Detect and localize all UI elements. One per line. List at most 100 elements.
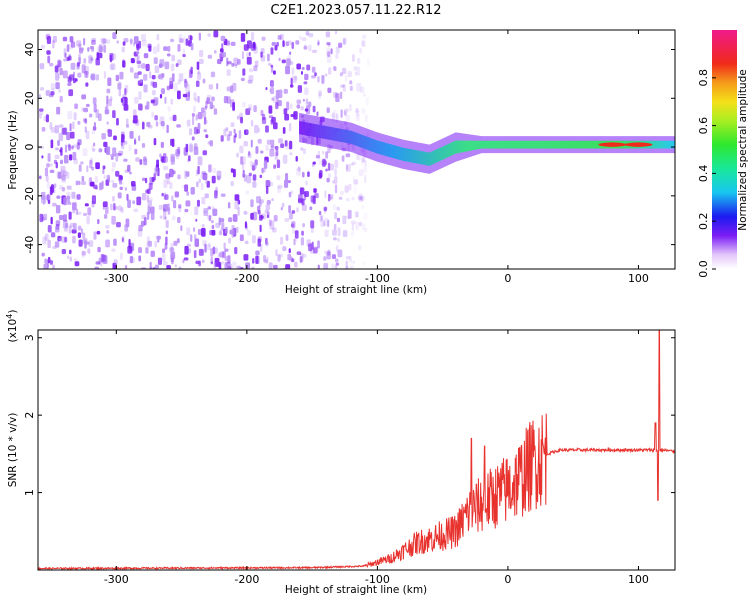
spectrogram-cell [54, 225, 60, 233]
spectrogram-cell [357, 195, 363, 200]
spectrogram-cell [172, 114, 177, 122]
spectrogram-cell [305, 180, 308, 186]
spectrogram-cell [234, 200, 239, 210]
spectrogram-cell [270, 64, 274, 68]
spectrogram-cell [289, 103, 293, 110]
spectrogram-cell [46, 194, 50, 201]
spectrogram-cell [300, 237, 305, 246]
spectrogram-cell [76, 194, 81, 200]
spectrogram-cell [327, 249, 331, 256]
spectrogram-cell [60, 169, 64, 179]
spectrogram-cell [68, 225, 72, 234]
spectrogram-cell [173, 199, 177, 209]
spectrogram-cell [64, 144, 68, 153]
spectrogram-cell [264, 259, 269, 264]
spectrogram-cell [257, 236, 262, 243]
spectrogram-cell [47, 199, 51, 204]
spectrogram-cell [355, 221, 359, 231]
spectrogram-cell [344, 112, 348, 117]
spectrogram-cell [325, 151, 329, 159]
spectrogram-cell [72, 209, 75, 214]
spectrogram-cell [362, 261, 366, 266]
spectrogram-cell [207, 54, 213, 59]
spectrogram-cell [162, 204, 168, 212]
spectrogram-cell [81, 250, 86, 256]
spectrogram-cell [58, 89, 61, 93]
spectrogram-cell [214, 247, 218, 254]
spectrogram-cell [223, 128, 227, 137]
spectrogram-cell [77, 120, 81, 125]
spectrogram-cell [83, 107, 89, 113]
spectrogram-cell [170, 253, 175, 263]
spectrogram-y-label: Frequency (Hz) [7, 110, 19, 189]
spectrogram-cell [171, 54, 176, 62]
spectrogram-cell [113, 202, 116, 211]
spectrogram-cell [268, 181, 273, 187]
spectrogram-cell [63, 154, 69, 164]
spectrogram-cell [296, 207, 299, 213]
spectrogram-cell [351, 161, 357, 165]
spectrogram-cell [299, 253, 304, 262]
spectrogram-cell [84, 71, 89, 78]
spectrogram-cell [246, 56, 252, 65]
snr-frame [37, 329, 676, 571]
spectrogram-cell [133, 36, 139, 44]
spectrogram-cell [50, 139, 54, 149]
spectrogram-cell [92, 142, 96, 147]
spectrogram-cell [345, 164, 351, 172]
spectrogram-cell [221, 222, 225, 231]
spectrogram-cell [64, 52, 67, 59]
spectrogram-cell [344, 185, 349, 193]
spectrogram-cell [334, 159, 339, 168]
spectrogram-cell [154, 240, 157, 248]
spectrogram-cell [288, 212, 294, 220]
spectrogram-cell [236, 115, 240, 120]
spectrogram-cell [310, 227, 314, 233]
spectrogram-cell [366, 58, 370, 67]
spectrogram-cell [126, 118, 129, 128]
spectrogram-cell [175, 155, 179, 160]
spectrogram-cell [105, 206, 109, 215]
spectrogram-cell [229, 229, 235, 235]
spectrogram-cell [42, 236, 47, 245]
spectrogram-cell [265, 241, 269, 247]
spectrogram-cell [195, 80, 200, 87]
spectrogram-cell [202, 110, 207, 118]
spectrogram-cell [98, 113, 102, 122]
spectrogram-cell [288, 40, 292, 46]
spectrogram-cell [337, 227, 341, 237]
spectrogram-cell [45, 90, 50, 96]
spectrogram-cell [167, 106, 171, 112]
spectrogram-cell [248, 75, 254, 82]
spectrogram-cell [199, 50, 204, 58]
spectrogram-cell [212, 167, 217, 174]
spectrogram-cell [326, 55, 332, 64]
spectrogram-cell [142, 39, 147, 47]
spectrogram-cell [56, 195, 61, 199]
spectrogram-cell [102, 168, 105, 175]
spectrogram-cell [106, 121, 109, 125]
spectrogram-cell [207, 242, 211, 248]
spectrogram-cell [193, 250, 197, 259]
spectrogram-cell [78, 180, 81, 186]
spectrogram-cell [80, 181, 86, 185]
spectrogram-cell [57, 171, 62, 179]
spectrogram-cell [147, 205, 151, 215]
spectrogram-cell [135, 157, 140, 162]
spectrogram-cell [273, 70, 276, 75]
spectrogram-cell [120, 252, 123, 260]
spectrogram-cell [280, 236, 284, 245]
spectrogram-cell [257, 138, 262, 144]
spectrogram-cell [106, 146, 111, 156]
spectrogram-cell [66, 195, 70, 203]
spectrogram-cell [164, 96, 167, 104]
spectrogram-cell [295, 40, 300, 45]
spectrogram-y-axis: -40 -20 0 20 40 [23, 43, 675, 254]
spectrogram-cell [349, 104, 352, 112]
spectrogram-cell [109, 96, 113, 102]
spectrogram-cell [81, 175, 85, 182]
spectrogram-cell [156, 235, 161, 240]
spectrogram-cell [345, 266, 349, 269]
spectrogram-cell [195, 260, 200, 265]
